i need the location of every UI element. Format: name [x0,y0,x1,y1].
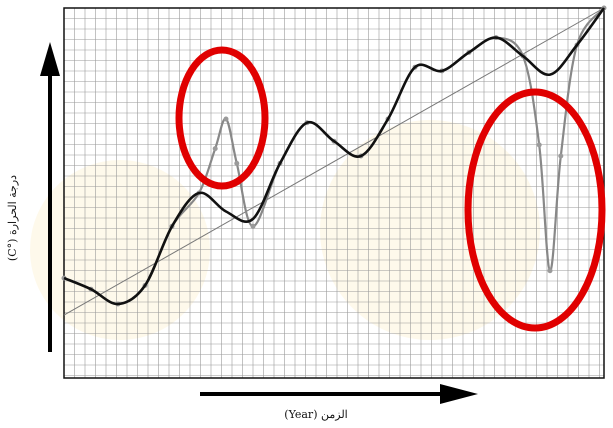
anomaly-highlight-ellipse [175,46,269,190]
annotation-layer [175,46,606,332]
series-line-trend [63,7,605,316]
x-axis-arrow [200,384,478,404]
data-point [250,223,256,229]
data-point [212,146,218,152]
data-point [536,142,542,148]
y-axis-label: درجة الحرارة (°C) [6,175,19,261]
data-point [558,153,564,159]
data-point [547,268,553,274]
y-axis-arrow [40,42,60,352]
x-axis-label: الزمن (Year) [284,408,347,421]
anomaly-highlight-ellipse [464,88,606,332]
series-layer [61,5,607,316]
data-point [223,116,229,122]
data-point [234,160,240,166]
series-line-smoothed [63,7,606,306]
chart-grid [64,8,604,378]
